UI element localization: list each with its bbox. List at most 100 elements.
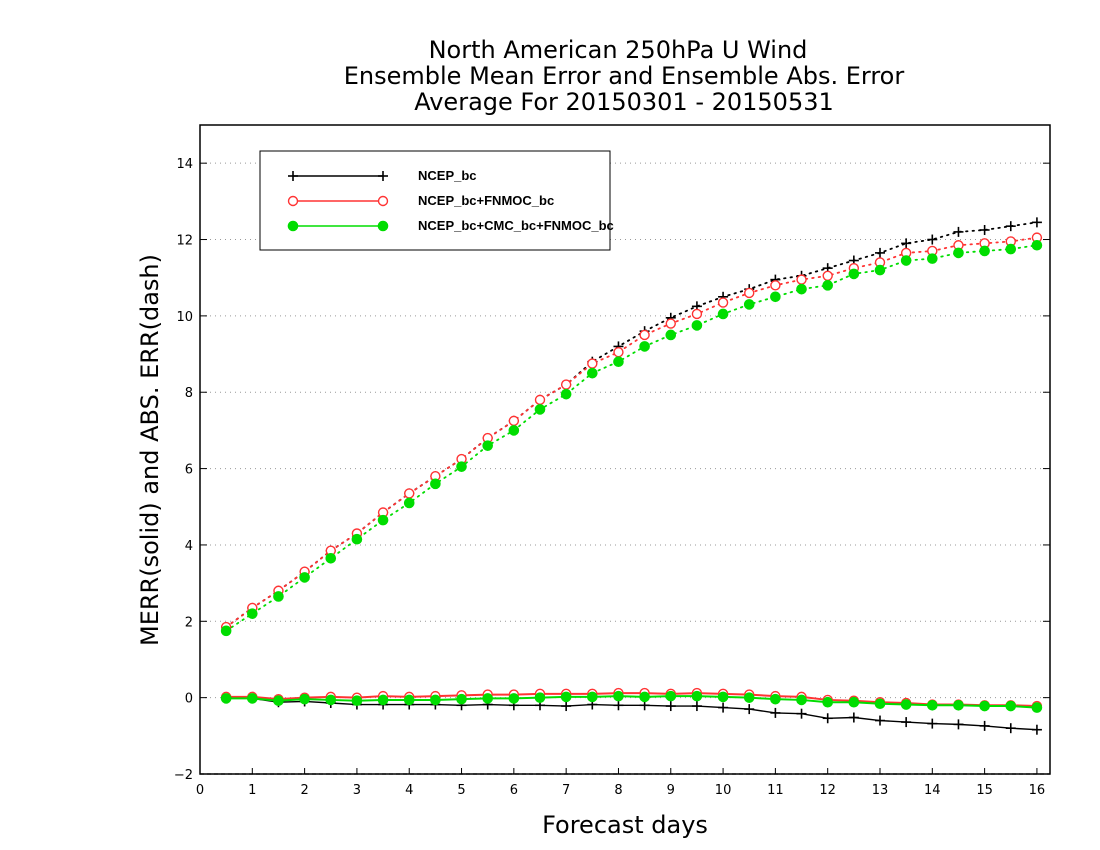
- legend-label-ncep-bc-fnmoc-bc: NCEP_bc+FNMOC_bc: [418, 193, 554, 208]
- merr-point-ncep-bc-cmc-bc-fnmoc-bc: [1005, 700, 1017, 712]
- merr-point-ncep-bc: [1005, 723, 1016, 734]
- abs-err-point-ncep-bc: [1031, 217, 1042, 228]
- x-tick-label: 8: [614, 783, 622, 798]
- x-tick-label: 16: [1029, 783, 1046, 798]
- abs-err-point-ncep-bc-fnmoc-bc: [404, 488, 415, 499]
- merr-point-ncep-bc-cmc-bc-fnmoc-bc: [848, 696, 860, 708]
- merr-point-ncep-bc-cmc-bc-fnmoc-bc: [482, 693, 493, 704]
- abs-err-point-ncep-bc-cmc-bc-fnmoc-bc: [900, 255, 912, 266]
- y-axis-ticks: −2 0 2 4 6 8 10 12 14: [174, 157, 1050, 783]
- x-tick-label: 12: [819, 783, 836, 798]
- abs-err-point-ncep-bc: [875, 247, 885, 258]
- abs-err-point-ncep-bc: [1005, 221, 1016, 232]
- abs-err-point-ncep-bc-cmc-bc-fnmoc-bc: [874, 264, 886, 276]
- abs-err-point-ncep-bc-fnmoc-bc: [691, 308, 703, 320]
- y-tick-label: 8: [185, 386, 193, 401]
- merr-point-ncep-bc: [848, 712, 859, 723]
- title-line-2: Ensemble Mean Error and Ensemble Abs. Er…: [344, 62, 905, 90]
- merr-point-ncep-bc-cmc-bc-fnmoc-bc: [979, 700, 990, 712]
- abs-err-point-ncep-bc-cmc-bc-fnmoc-bc: [1005, 243, 1017, 255]
- abs-err-point-ncep-bc-fnmoc-bc: [822, 270, 833, 281]
- merr-point-ncep-bc-cmc-bc-fnmoc-bc: [325, 694, 337, 706]
- abs-err-point-ncep-bc-cmc-bc-fnmoc-bc: [822, 280, 833, 291]
- abs-err-point-ncep-bc-cmc-bc-fnmoc-bc: [743, 299, 755, 310]
- abs-err-point-ncep-bc-cmc-bc-fnmoc-bc: [1031, 239, 1043, 251]
- merr-point-ncep-bc: [1031, 724, 1042, 735]
- merr-point-ncep-bc: [979, 720, 990, 731]
- y-axis-label: MERR(solid) and ABS. ERR(dash): [136, 254, 164, 646]
- gridlines: [200, 162, 1050, 699]
- chart-title: North American 250hPa U Wind Ensemble Me…: [344, 36, 905, 116]
- x-tick-label: 2: [300, 783, 308, 798]
- abs-err-point-ncep-bc-cmc-bc-fnmoc-bc: [639, 341, 650, 352]
- abs-err-point-ncep-bc-cmc-bc-fnmoc-bc: [482, 440, 493, 451]
- abs-err-point-ncep-bc-fnmoc-bc: [796, 274, 807, 285]
- merr-point-ncep-bc-cmc-bc-fnmoc-bc: [403, 694, 415, 706]
- abs-err-point-ncep-bc-fnmoc-bc: [508, 415, 520, 427]
- merr-point-ncep-bc-cmc-bc-fnmoc-bc: [220, 693, 232, 704]
- abs-err-point-ncep-bc-cmc-bc-fnmoc-bc: [796, 283, 807, 295]
- x-axis-label: Forecast days: [542, 811, 708, 839]
- abs-err-point-ncep-bc-fnmoc-bc: [613, 346, 624, 358]
- abs-err-point-ncep-bc-cmc-bc-fnmoc-bc: [247, 608, 258, 619]
- merr-point-ncep-bc: [770, 707, 781, 718]
- merr-point-ncep-bc-cmc-bc-fnmoc-bc: [508, 693, 520, 704]
- abs-err-point-ncep-bc-cmc-bc-fnmoc-bc: [691, 320, 703, 331]
- merr-point-ncep-bc: [875, 715, 885, 726]
- abs-err-point-ncep-bc-cmc-bc-fnmoc-bc: [456, 461, 467, 472]
- merr-point-ncep-bc-cmc-bc-fnmoc-bc: [560, 691, 572, 703]
- abs-err-point-ncep-bc-cmc-bc-fnmoc-bc: [220, 625, 232, 637]
- y-tick-label: 12: [176, 234, 193, 249]
- merr-point-ncep-bc-cmc-bc-fnmoc-bc: [796, 694, 807, 706]
- merr-point-ncep-bc-cmc-bc-fnmoc-bc: [743, 692, 755, 703]
- series-lines: [225, 221, 1038, 731]
- abs-err-point-ncep-bc-cmc-bc-fnmoc-bc: [273, 591, 284, 602]
- merr-point-ncep-bc-cmc-bc-fnmoc-bc: [534, 692, 546, 703]
- legend-marker-ncep-bc: [288, 171, 298, 181]
- legend-label-ncep-bc-cmc-bc-fnmoc-bc: NCEP_bc+CMC_bc+FNMOC_bc: [418, 218, 614, 233]
- merr-point-ncep-bc-cmc-bc-fnmoc-bc: [900, 699, 912, 710]
- merr-point-ncep-bc: [927, 718, 938, 729]
- abs-err-point-ncep-bc-cmc-bc-fnmoc-bc: [377, 514, 389, 526]
- abs-err-point-ncep-bc-fnmoc-bc: [587, 358, 598, 369]
- legend-marker-ncep-bc-fnmoc-bc: [377, 195, 389, 207]
- abs-err-point-ncep-bc-cmc-bc-fnmoc-bc: [848, 268, 860, 280]
- merr-point-ncep-bc-cmc-bc-fnmoc-bc: [639, 691, 650, 703]
- title-line-3: Average For 20150301 - 20150531: [414, 88, 834, 116]
- merr-point-ncep-bc-cmc-bc-fnmoc-bc: [927, 699, 938, 711]
- merr-point-ncep-bc-cmc-bc-fnmoc-bc: [953, 699, 964, 711]
- x-tick-label: 4: [405, 783, 413, 798]
- x-tick-label: 15: [976, 783, 993, 798]
- abs-err-point-ncep-bc-cmc-bc-fnmoc-bc: [403, 497, 415, 509]
- legend-marker-ncep-bc-fnmoc-bc: [287, 195, 299, 207]
- abs-err-point-ncep-bc-cmc-bc-fnmoc-bc: [508, 425, 520, 436]
- title-line-1: North American 250hPa U Wind: [429, 36, 808, 64]
- merr-point-ncep-bc: [561, 701, 572, 712]
- merr-point-ncep-bc-cmc-bc-fnmoc-bc: [874, 698, 886, 710]
- abs-err-point-ncep-bc-cmc-bc-fnmoc-bc: [953, 247, 964, 259]
- abs-err-point-ncep-bc-fnmoc-bc: [639, 329, 650, 341]
- abs-err-point-ncep-bc-cmc-bc-fnmoc-bc: [979, 245, 990, 257]
- x-tick-label: 13: [872, 783, 889, 798]
- x-tick-label: 5: [457, 783, 465, 798]
- merr-point-ncep-bc-cmc-bc-fnmoc-bc: [691, 690, 703, 702]
- abs-err-point-ncep-bc: [927, 234, 938, 245]
- abs-err-point-ncep-bc-cmc-bc-fnmoc-bc: [665, 329, 677, 341]
- series-markers: [220, 217, 1043, 735]
- y-tick-label: 6: [185, 463, 193, 478]
- x-tick-label: 6: [510, 783, 518, 798]
- legend-marker-ncep-bc-cmc-bc-fnmoc-bc: [377, 220, 389, 232]
- merr-point-ncep-bc-cmc-bc-fnmoc-bc: [770, 693, 781, 705]
- legend: NCEP_bc NCEP_bc+FNMOC_bc NCEP_bc+CMC_bc+FN…: [259, 150, 614, 251]
- abs-err-point-ncep-bc-cmc-bc-fnmoc-bc: [770, 291, 781, 303]
- merr-point-ncep-bc-cmc-bc-fnmoc-bc: [717, 691, 729, 703]
- abs-err-point-ncep-bc: [901, 238, 912, 249]
- x-tick-label: 10: [715, 783, 732, 798]
- merr-point-ncep-bc-cmc-bc-fnmoc-bc: [822, 696, 833, 708]
- x-tick-label: 1: [248, 783, 256, 798]
- y-tick-label: 4: [185, 539, 193, 554]
- abs-err-point-ncep-bc-cmc-bc-fnmoc-bc: [587, 367, 598, 379]
- x-tick-label: 14: [924, 783, 941, 798]
- merr-point-ncep-bc-cmc-bc-fnmoc-bc: [1031, 702, 1043, 713]
- merr-point-ncep-bc-cmc-bc-fnmoc-bc: [430, 694, 441, 706]
